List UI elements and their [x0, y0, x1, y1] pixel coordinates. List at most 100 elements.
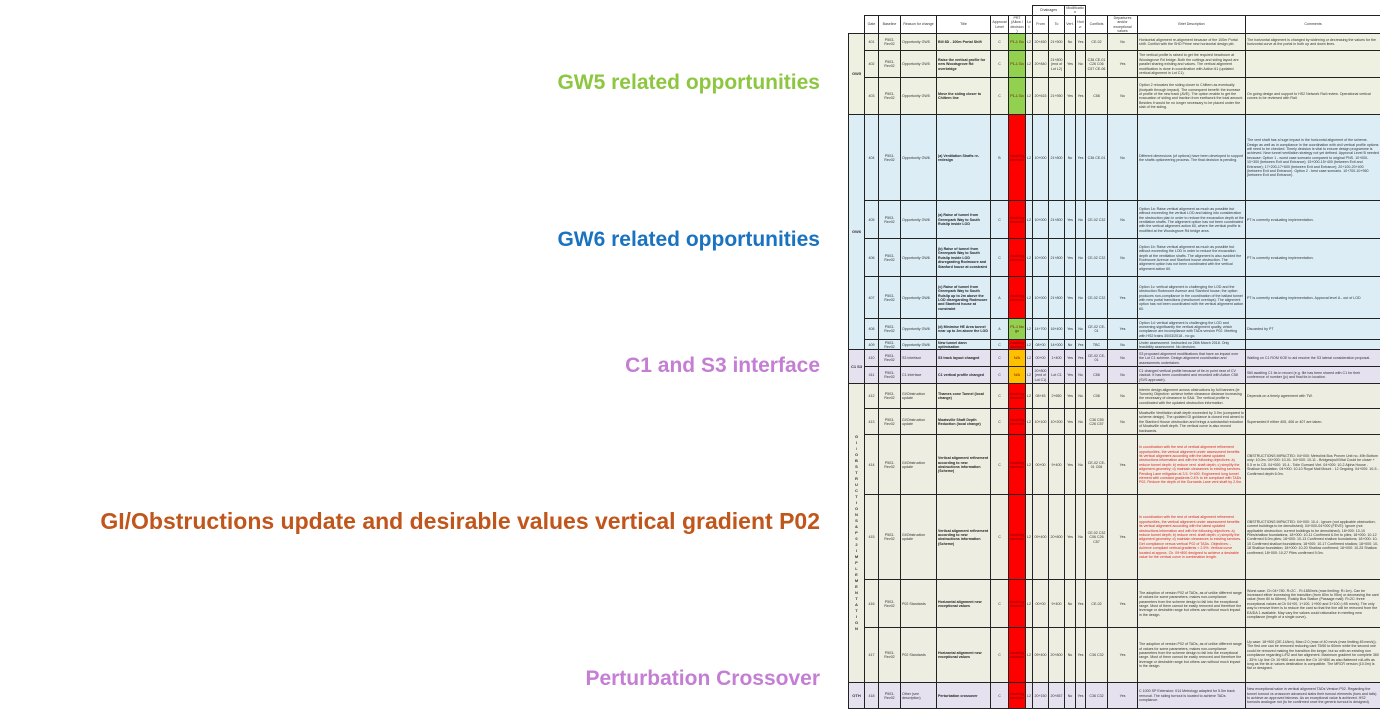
table-row: 405 P503-Rev02 Opportunity GW6 (a) Raise of… — [848, 200, 1380, 240]
cell-to: 21+950 — [1048, 77, 1065, 116]
table-row: 407 P503-Rev02 Opportunity GW6 (c) Raise of… — [848, 276, 1380, 320]
cell-vert: Yes — [1064, 383, 1076, 410]
cell-departures: Yes — [1107, 627, 1138, 684]
cell-to: 10+200 — [1048, 408, 1065, 436]
cell-baseline: P503-Rev02 — [878, 366, 901, 385]
column-header: PRT (Allow / decision) — [1008, 14, 1026, 35]
cell-horiz: No — [1075, 366, 1086, 385]
cell-lot: L2 — [1025, 33, 1033, 52]
cell-baseline: P503-Rev02 — [878, 33, 901, 52]
cell-horiz: Yes — [1075, 114, 1086, 202]
cell-title: Horizontal alignment new exceptional val… — [936, 627, 991, 684]
cell-prt: P1-1 Go — [1008, 50, 1026, 79]
cell-vert: Yes — [1064, 408, 1076, 436]
cell-comments: The horizontal alignment is changed by w… — [1245, 33, 1380, 52]
cell-desc: Option 1a: Raise vertical alignment as m… — [1137, 200, 1246, 240]
cell-comments: Discarded by PT — [1245, 318, 1380, 341]
cell-conflicts: C36 CE-01 — [1085, 114, 1108, 202]
cell-vert: No — [1064, 33, 1076, 52]
cell-gate: 402 — [864, 50, 879, 79]
cell-vert: Yes — [1064, 494, 1076, 581]
cell-comments: OBSTRUCTIONS IMPACTED: 04+000: 10-4 - Ig… — [1245, 494, 1380, 581]
cell-conflicts: C36 C55 C26 C57 — [1085, 408, 1108, 436]
cell-gate: 412 — [864, 383, 879, 410]
cell-horiz: Yes — [1075, 682, 1086, 710]
cell-departures: No — [1107, 33, 1138, 52]
cell-gate: 413 — [864, 408, 879, 436]
group-label: OTH — [848, 682, 865, 710]
column-header: Brief Description — [1137, 14, 1246, 35]
cell-gate: 417 — [864, 627, 879, 684]
cell-comments: Waiting on C1 ROM KOE to aid resolve the… — [1245, 349, 1380, 368]
cell-approval: C — [990, 366, 1009, 385]
cell-baseline: P503-Rev02 — [878, 238, 901, 278]
cell-departures: Yes — [1107, 50, 1138, 79]
cell-to: 20+857 — [1048, 682, 1065, 710]
cell-reason: Opportunity GW5 — [900, 50, 937, 79]
cell-reason: GI/Obstruction update — [900, 383, 937, 410]
cell-departures: No — [1107, 366, 1138, 385]
cell-desc: Moatsville Ventilation shaft depth excee… — [1137, 408, 1246, 436]
table-row: OTH 418 P503-Rev02 Other (see description) P… — [848, 682, 1380, 710]
cell-approval: C — [990, 349, 1009, 368]
cell-reason: P02 Standards — [900, 579, 937, 629]
cell-lot: L2 — [1025, 579, 1033, 629]
cell-conflicts: CE-02 C32 — [1085, 200, 1108, 240]
cell-prt: P1-1 Go — [1008, 77, 1026, 116]
cell-lot: L2 — [1025, 366, 1033, 385]
table-row: G I / O B S T R U C T I O N S & P 0 2 I … — [848, 383, 1380, 684]
cell-vert: Yes — [1064, 50, 1076, 79]
cell-comments — [1245, 50, 1380, 79]
group-label: GW5 — [848, 33, 865, 116]
group-label: G I / O B S T R U C T I O N S & P 0 2 I … — [848, 383, 865, 684]
cell-departures: Yes — [1107, 276, 1138, 320]
cell-horiz: Yes — [1075, 579, 1086, 629]
cell-comments: Up case: 18+900 (DE-14/km). Max=2.0 (max… — [1245, 627, 1380, 684]
cell-baseline: P503-Rev02 — [878, 579, 901, 629]
cell-desc: Under assessment. Instructed on 26th Mar… — [1137, 339, 1246, 351]
cell-horiz: Yes — [1075, 339, 1086, 351]
cell-to: 14+000 — [1048, 339, 1065, 351]
change-register-table: Chainages Modification Gate Baseline Reaso… — [848, 5, 1380, 710]
cell-horiz: Yes — [1075, 77, 1086, 116]
column-header: Lot — [1025, 14, 1033, 35]
cell-baseline: P503-Rev02 — [878, 50, 901, 79]
cell-gate: 414 — [864, 434, 879, 496]
cell-horiz: No — [1075, 383, 1086, 410]
cell-title: (b) Raise of tunnel from Greenpark Way t… — [936, 238, 991, 278]
cell-to: 20+800 — [1048, 627, 1065, 684]
heading-perturbation-crossover: Perturbation Crossover — [585, 667, 820, 690]
cell-to: 2+650 — [1048, 383, 1065, 410]
cell-prt: N/A — [1008, 349, 1026, 368]
cell-reason: Opportunity GW5 — [900, 33, 937, 52]
cell-conflicts: C08 — [1085, 383, 1108, 410]
cell-vert: Yes — [1064, 318, 1076, 341]
column-header: Horiz. — [1075, 14, 1086, 35]
cell-lot: L2 — [1025, 349, 1033, 368]
cell-from: 09+400 — [1032, 627, 1049, 684]
cell-desc: S3 proposed alignment modifications that… — [1137, 349, 1246, 368]
cell-approval: C — [990, 682, 1009, 710]
cell-title: Move the siding closer to Chiltern line — [936, 77, 991, 116]
cell-comments — [1245, 339, 1380, 351]
cell-approval: C — [990, 383, 1009, 410]
table-row: 409 P503-Rev02 Opportunity GW6 New tunnel d… — [848, 339, 1380, 351]
cell-lot: L2 — [1025, 627, 1033, 684]
header-group-modification: Modification — [1064, 5, 1086, 16]
column-header: Conflicts — [1085, 14, 1108, 35]
cell-desc: Option 1b: Raise vertical alignment as m… — [1137, 238, 1246, 278]
cell-to: 20+800 — [1048, 494, 1065, 581]
cell-lot: L2 — [1025, 200, 1033, 240]
cell-conflicts: C58 — [1085, 366, 1108, 385]
cell-reason: Opportunity GW6 — [900, 276, 937, 320]
cell-vert: Yes — [1064, 366, 1076, 385]
cell-lot: L2 — [1025, 682, 1033, 710]
cell-from: 10+100 — [1032, 408, 1049, 436]
cell-from: 09+400 — [1032, 494, 1049, 581]
cell-comments: Superseded if either 405, 406 or 407 are… — [1245, 408, 1380, 436]
cell-vert: No — [1064, 627, 1076, 684]
cell-gate: 404 — [864, 114, 879, 202]
cell-title: Thames cone Tunnel (local change) — [936, 383, 991, 410]
cell-from: 08+45 — [1032, 383, 1049, 410]
cell-title: Vertical alignment refinement according … — [936, 494, 991, 581]
